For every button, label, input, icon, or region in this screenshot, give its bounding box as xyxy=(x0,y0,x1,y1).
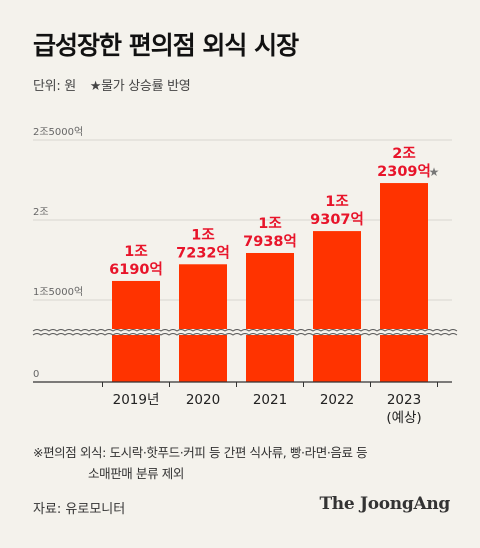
source-label: 자료: 유로모니터 xyxy=(33,502,126,517)
x-tick-label: 2021 xyxy=(253,392,287,408)
data-label: 2309억 xyxy=(377,162,431,180)
x-tick-label: 2019년 xyxy=(113,392,160,408)
inflation-note: ★물가 상승률 반영 xyxy=(89,79,191,94)
bar xyxy=(313,231,361,382)
subtitle: 단위: 원 ★물가 상승률 반영 xyxy=(33,75,191,94)
bar xyxy=(179,264,227,382)
data-label: 6190억 xyxy=(109,260,163,278)
bar-chart: 01조5000억2조2조5000억1조6190억2019년1조7232억2020… xyxy=(32,126,458,426)
y-tick-label: 2조 xyxy=(33,207,49,218)
footnote: ※편의점 외식: 도시락·핫푸드·커피 등 간편 식사류, 빵·라면·음료 등 … xyxy=(33,442,368,484)
x-tick-label: 2023 xyxy=(387,392,421,408)
data-label: 1조 xyxy=(124,244,147,260)
y-tick-label: 1조5000억 xyxy=(33,286,83,298)
data-label: 1조 xyxy=(191,227,214,243)
y-tick-label: 0 xyxy=(33,369,39,380)
chart-title: 급성장한 편의점 외식 시장 xyxy=(33,31,299,60)
unit-label: 단위: 원 xyxy=(33,79,76,94)
bar xyxy=(246,252,294,382)
footnote-line-1: ※편의점 외식: 도시락·핫푸드·커피 등 간편 식사류, 빵·라면·음료 등 xyxy=(33,445,368,460)
axis-break-line xyxy=(32,333,458,336)
data-label: 9307억 xyxy=(310,210,364,228)
data-label: 2조 xyxy=(392,146,415,162)
x-tick-label: 2022 xyxy=(320,392,354,408)
footnote-line-2: 소매판매 분류 제외 xyxy=(88,466,184,481)
data-label: 7938억 xyxy=(243,232,297,250)
data-label: 1조 xyxy=(325,194,348,210)
x-tick-label: (예상) xyxy=(386,410,421,426)
bar xyxy=(380,183,428,382)
y-tick-label: 2조5000억 xyxy=(33,126,83,138)
x-tick-label: 2020 xyxy=(186,392,220,408)
star-icon: ★ xyxy=(429,165,440,179)
axis-break-gap xyxy=(33,329,452,335)
data-label: 7232억 xyxy=(176,243,230,261)
data-label: 1조 xyxy=(258,216,281,232)
brand-logo: The JoongAng xyxy=(319,494,450,514)
axis-break-line xyxy=(32,329,458,332)
